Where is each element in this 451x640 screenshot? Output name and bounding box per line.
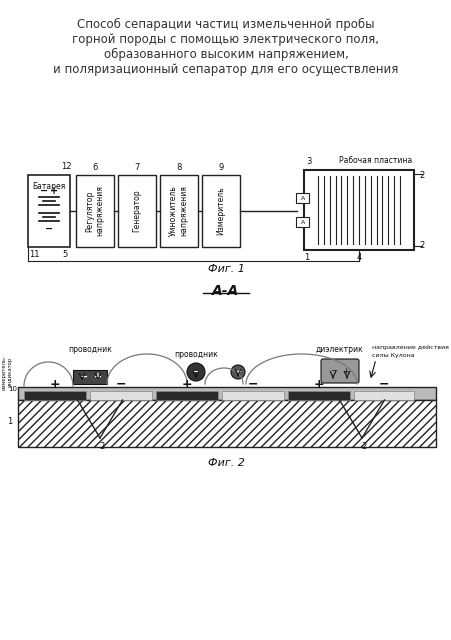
Text: горной породы с помощью электрического поля,: горной породы с помощью электрического п… — [72, 33, 379, 46]
Circle shape — [230, 365, 244, 379]
Text: проводник: проводник — [174, 350, 217, 359]
Text: 2: 2 — [99, 442, 104, 451]
Text: проводник: проводник — [68, 345, 112, 354]
Text: −: − — [192, 367, 199, 376]
Text: образованного высоким напряжением,: образованного высоким напряжением, — [103, 48, 348, 61]
Bar — [304, 170, 413, 250]
Text: Фиг. 2: Фиг. 2 — [207, 458, 244, 468]
Text: Измеритель: Измеритель — [216, 187, 225, 236]
Text: и поляризационный сепаратор для его осуществления: и поляризационный сепаратор для его осущ… — [53, 63, 398, 76]
Text: 1: 1 — [304, 253, 309, 262]
Text: 4: 4 — [355, 253, 361, 262]
Bar — [118, 175, 156, 247]
Text: +: + — [313, 378, 324, 390]
Text: 8: 8 — [176, 163, 181, 172]
Text: Регулятор
напряжения: Регулятор напряжения — [85, 186, 105, 236]
Bar — [287, 391, 349, 400]
Circle shape — [187, 363, 205, 381]
Bar — [156, 391, 217, 400]
Text: 5: 5 — [62, 250, 68, 259]
Text: −: − — [115, 378, 126, 390]
Bar — [24, 391, 86, 400]
Text: 6: 6 — [92, 163, 97, 172]
Text: направление действия: направление действия — [371, 345, 448, 350]
Bar — [73, 370, 107, 384]
Text: 2: 2 — [418, 170, 423, 179]
Text: 3: 3 — [305, 157, 311, 166]
Bar — [295, 217, 308, 227]
Bar — [90, 391, 152, 400]
Text: −: − — [45, 224, 53, 234]
Text: A: A — [300, 220, 304, 225]
Text: 9: 9 — [218, 163, 223, 172]
Text: −: − — [330, 367, 337, 376]
Text: 10: 10 — [9, 386, 18, 392]
Text: +: + — [342, 367, 349, 376]
Text: +: + — [235, 369, 240, 375]
Text: силы Кулона: силы Кулона — [371, 353, 414, 358]
Text: измеритель-
индикатор: измеритель- индикатор — [2, 355, 12, 390]
Text: 1: 1 — [7, 417, 13, 426]
Text: диэлектрик: диэлектрик — [315, 345, 363, 354]
Bar — [28, 175, 70, 247]
Text: −: − — [247, 378, 258, 390]
Text: +: + — [181, 378, 192, 390]
Text: 12: 12 — [60, 162, 71, 171]
Text: Умножитель
напряжения: Умножитель напряжения — [169, 186, 188, 236]
Text: A: A — [300, 195, 304, 200]
Text: Способ сепарации частиц измельченной пробы: Способ сепарации частиц измельченной про… — [77, 18, 374, 31]
Bar — [76, 175, 114, 247]
Text: +: + — [94, 372, 102, 382]
Text: Батарея: Батарея — [32, 182, 65, 191]
Text: −: − — [40, 186, 48, 196]
Text: Рабочая пластина: Рабочая пластина — [338, 156, 411, 165]
Bar — [160, 175, 198, 247]
Text: 7: 7 — [134, 163, 139, 172]
Text: 2: 2 — [418, 241, 423, 250]
Text: Фиг. 1: Фиг. 1 — [207, 264, 244, 274]
Bar — [18, 400, 435, 447]
Text: 11: 11 — [29, 250, 39, 259]
Text: −: − — [80, 372, 88, 382]
FancyBboxPatch shape — [320, 359, 358, 383]
Text: +: + — [50, 186, 58, 196]
Bar — [221, 391, 283, 400]
Text: +: + — [50, 378, 60, 390]
Text: А-А: А-А — [212, 284, 239, 298]
Text: −: − — [378, 378, 388, 390]
Text: 2: 2 — [361, 442, 366, 451]
Bar — [353, 391, 413, 400]
Bar — [202, 175, 239, 247]
Bar — [295, 193, 308, 203]
Text: Генератор: Генератор — [132, 189, 141, 232]
Bar — [18, 387, 435, 400]
